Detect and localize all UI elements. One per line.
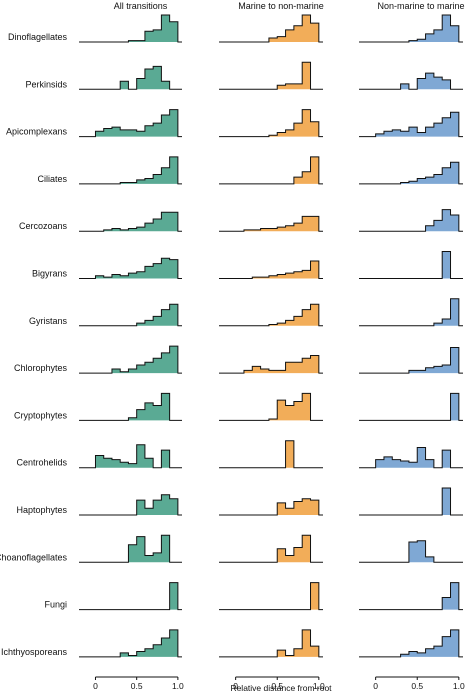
- histogram-series: [79, 14, 182, 43]
- column-title: Marine to non-marine: [238, 1, 324, 11]
- histogram-series: [359, 629, 463, 658]
- histogram-series: [79, 211, 182, 232]
- histogram-series: [79, 444, 182, 469]
- column-title: All transitions: [114, 1, 168, 11]
- histogram-series: [219, 61, 323, 90]
- histogram-series: [79, 303, 182, 327]
- histogram-series: [359, 487, 463, 516]
- histogram-series: [79, 65, 182, 90]
- histogram-series: [219, 215, 323, 232]
- row-label: Cercozoans: [19, 221, 68, 231]
- x-tick-label: 0: [373, 681, 378, 691]
- x-tick-label: 0.5: [411, 681, 423, 691]
- histogram-series: [359, 540, 463, 563]
- histogram-series: [359, 582, 463, 611]
- row-label: Bigyrans: [32, 269, 68, 279]
- x-tick-label: 0: [93, 681, 98, 691]
- histogram-series: [219, 355, 323, 374]
- histogram-series: [79, 345, 182, 374]
- histogram-series: [359, 111, 463, 138]
- row-label: Haptophytes: [16, 505, 67, 515]
- histogram-series: [219, 629, 323, 658]
- histogram-series: [219, 303, 323, 327]
- x-tick-label: 0.5: [271, 681, 283, 691]
- histogram-series: [219, 534, 323, 563]
- row-label: Dinoflagellates: [8, 32, 68, 42]
- histogram-series: [79, 392, 182, 421]
- histogram-series: [79, 629, 182, 658]
- histogram-series: [79, 582, 182, 611]
- histogram-series: [79, 156, 182, 185]
- histogram-series: [219, 498, 323, 516]
- histogram-series: [359, 14, 463, 43]
- row-label: Cryptophytes: [14, 410, 68, 420]
- histogram-series: [359, 346, 463, 374]
- x-tick-label: 1.0: [172, 681, 184, 691]
- row-label: Ichthyosporeans: [1, 647, 68, 657]
- row-label: Apicomplexans: [6, 127, 68, 137]
- histogram-series: [79, 257, 182, 279]
- histogram-series: [219, 14, 323, 43]
- histogram-series: [359, 392, 463, 421]
- histogram-series: [219, 440, 323, 469]
- histogram-series: [219, 582, 323, 611]
- x-axis-label: Relative distance from root: [230, 683, 332, 692]
- row-label: Chlorophytes: [14, 363, 68, 373]
- histogram-series: [219, 392, 323, 421]
- histogram-series: [79, 109, 182, 138]
- row-label: Gyristans: [29, 316, 68, 326]
- x-tick-label: 1.0: [313, 681, 325, 691]
- row-label: Fungi: [44, 600, 67, 610]
- x-tick-label: 0.5: [131, 681, 143, 691]
- histogram-series: [79, 534, 182, 563]
- x-tick-label: 0: [233, 681, 238, 691]
- row-label: Centrohelids: [16, 458, 67, 468]
- x-tick-label: 1.0: [453, 681, 465, 691]
- histogram-series: [359, 298, 463, 327]
- row-label: Ciliates: [37, 174, 67, 184]
- histogram-series: [219, 260, 323, 279]
- row-label: Choanoflagellates: [0, 552, 67, 562]
- column-title: Non-marine to marine: [377, 1, 464, 11]
- row-label: Perkinsids: [25, 79, 67, 89]
- histogram-series: [359, 72, 463, 90]
- histogram-series: [219, 109, 323, 138]
- histogram-series: [219, 156, 323, 185]
- histogram-series: [359, 209, 463, 232]
- histogram-series: [359, 161, 463, 185]
- histogram-series: [359, 251, 463, 279]
- histogram-series: [79, 494, 182, 516]
- histogram-series: [359, 446, 463, 469]
